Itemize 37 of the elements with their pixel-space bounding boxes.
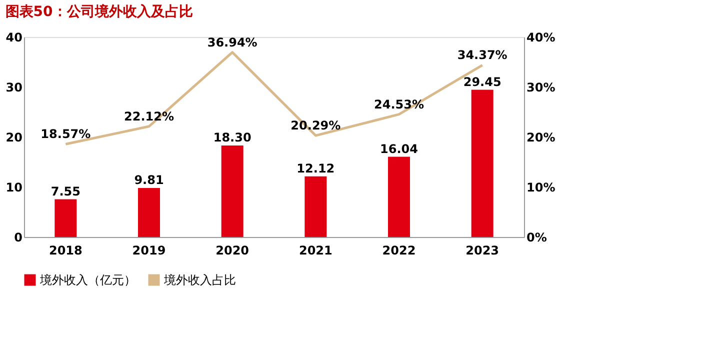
bar (54, 199, 77, 237)
y2-tick-label: 40% (526, 30, 556, 44)
x-tick-label: 2018 (48, 244, 82, 258)
data-label: 34.37% (457, 48, 508, 62)
x-tick-label: 2019 (132, 244, 166, 258)
data-label: 24.53% (374, 97, 424, 112)
data-label: 36.94% (207, 35, 258, 50)
y-tick-label: 0 (14, 230, 22, 244)
bar (388, 156, 410, 237)
x-tick-label: 2020 (216, 244, 250, 258)
data-label: 22.12% (124, 109, 174, 124)
x-tick-label: 2021 (298, 244, 332, 258)
y-tick-label: 30 (6, 80, 22, 94)
bar (138, 188, 160, 237)
legend-label: 境外收入（亿元） (39, 273, 136, 287)
data-label: 9.81 (134, 172, 164, 187)
data-label: 29.45 (463, 74, 502, 89)
bar (221, 146, 244, 237)
data-label: 18.57% (40, 127, 91, 142)
y-tick-label: 10 (6, 180, 22, 194)
y2-tick-label: 0% (526, 230, 547, 244)
legend-label: 境外收入占比 (163, 273, 236, 287)
y-tick-label: 40 (6, 30, 22, 44)
data-label: 18.30 (213, 130, 252, 144)
x-tick-label: 2022 (382, 244, 416, 258)
y2-tick-label: 20% (526, 130, 556, 144)
data-label: 7.55 (50, 184, 80, 198)
y2-tick-label: 30% (526, 80, 556, 94)
data-label: 20.29% (290, 118, 341, 133)
x-tick-label: 2023 (466, 244, 500, 258)
data-label: 12.12 (296, 161, 335, 176)
y-tick-label: 20 (6, 130, 22, 144)
data-label: 16.04 (380, 142, 418, 156)
y2-tick-label: 10% (526, 180, 556, 194)
chart-title: 图表50：公司境外收入及占比 (5, 3, 193, 20)
bar (471, 90, 494, 237)
bar (304, 176, 327, 237)
